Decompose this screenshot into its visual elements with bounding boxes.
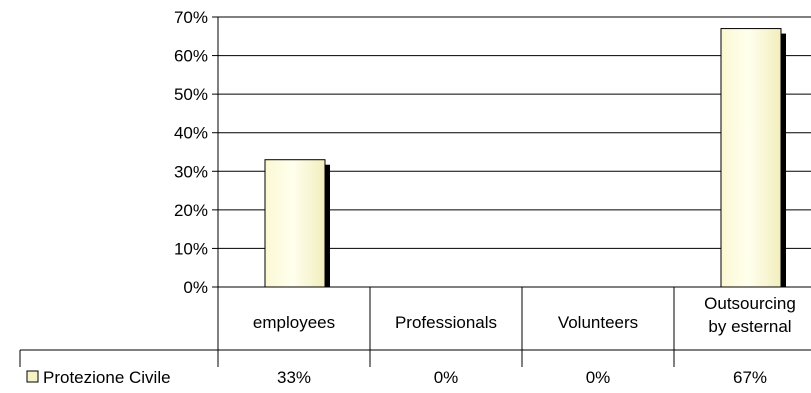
bar — [720, 28, 782, 288]
table-value-cell: 0% — [586, 368, 611, 387]
y-tick-label: 0% — [183, 278, 208, 297]
category-label: Outsourcing — [704, 294, 796, 313]
axes — [212, 16, 811, 367]
data-table: employees Professionals Volunteers Outsourc… — [19, 287, 811, 387]
legend-series-name: Protezione Civile — [43, 368, 171, 387]
category-label: Professionals — [395, 313, 497, 332]
table-value-cell: 67% — [733, 368, 767, 387]
category-label: employees — [253, 313, 335, 332]
table-value-cell: 0% — [434, 368, 459, 387]
y-tick-label: 50% — [174, 85, 208, 104]
bar — [264, 159, 326, 288]
y-tick-label: 60% — [174, 47, 208, 66]
category-label: by esternal — [708, 317, 791, 336]
bars — [264, 28, 786, 288]
table-value-cell: 33% — [277, 368, 311, 387]
y-tick-label: 20% — [174, 201, 208, 220]
y-tick-labels: 0% 10% 20% 30% 40% 50% 60% 70% — [174, 8, 208, 297]
y-tick-label: 70% — [174, 8, 208, 27]
y-tick-label: 30% — [174, 162, 208, 181]
y-tick-label: 40% — [174, 124, 208, 143]
y-tick-label: 10% — [174, 239, 208, 258]
legend-key — [26, 370, 39, 383]
category-label: Volunteers — [558, 313, 638, 332]
